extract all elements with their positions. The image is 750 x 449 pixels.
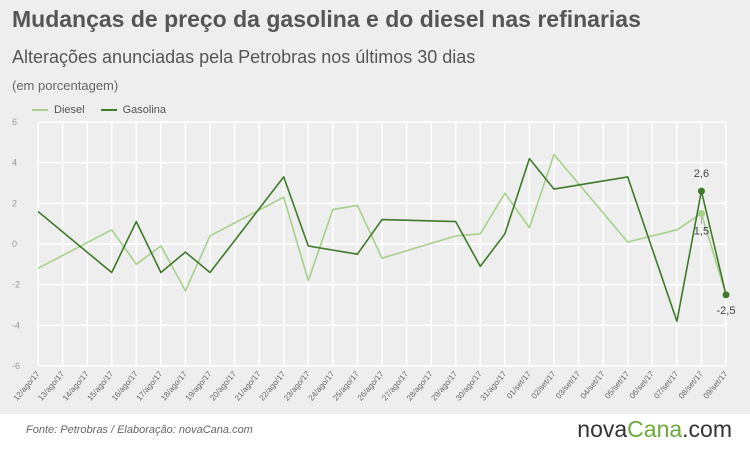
brand-text-main: nova bbox=[577, 416, 628, 442]
x-tick-label: 05/set/17 bbox=[603, 369, 631, 400]
legend-label-gasolina: Gasolina bbox=[122, 104, 166, 116]
x-tick-label: 09/set/17 bbox=[701, 369, 729, 400]
y-tick-label: 6 bbox=[12, 117, 17, 127]
data-label: 2,6 bbox=[694, 168, 709, 180]
brand-text-suffix: .com bbox=[682, 416, 732, 442]
x-tick-label: 02/set/17 bbox=[529, 369, 557, 400]
y-tick-label: 2 bbox=[12, 198, 17, 208]
y-tick-label: 4 bbox=[12, 158, 17, 168]
y-tick-label: -2 bbox=[12, 280, 20, 290]
x-tick-label: 04/set/17 bbox=[579, 369, 607, 400]
legend-swatch-diesel bbox=[32, 109, 48, 111]
legend-item-gasolina: Gasolina bbox=[100, 104, 166, 116]
x-tick-label: 08/set/17 bbox=[677, 369, 705, 400]
x-tick-label: 07/set/17 bbox=[652, 369, 680, 400]
y-tick-label: 0 bbox=[12, 239, 17, 249]
x-tick-label: 31/ago/17 bbox=[479, 369, 509, 402]
data-point-marker bbox=[722, 291, 730, 299]
line-chart: -6-4-2024612/ago/1713/ago/1714/ago/1715/… bbox=[12, 117, 736, 403]
unit-label: (em porcentagem) bbox=[12, 78, 119, 93]
footer-bar bbox=[0, 414, 750, 449]
chart-title: Mudanças de preço da gasolina e do diese… bbox=[12, 6, 641, 32]
series-line-gasolina bbox=[37, 157, 727, 323]
data-point-marker bbox=[697, 187, 705, 195]
legend-label-diesel: Diesel bbox=[54, 104, 85, 116]
chart-subtitle: Alterações anunciadas pela Petrobras nos… bbox=[12, 47, 476, 67]
data-label: -2,5 bbox=[717, 305, 736, 317]
legend-item-diesel: Diesel bbox=[32, 104, 85, 116]
x-tick-label: 01/set/17 bbox=[505, 369, 533, 400]
legend-swatch-gasolina bbox=[100, 109, 117, 111]
data-label: 1,5 bbox=[694, 226, 709, 238]
x-tick-label: 03/set/17 bbox=[554, 369, 582, 400]
y-tick-label: -4 bbox=[12, 320, 20, 330]
data-point-marker bbox=[697, 210, 705, 217]
x-tick-label: 06/set/17 bbox=[628, 369, 656, 400]
brand-logo: novaCana.com bbox=[577, 416, 732, 443]
series-line-diesel bbox=[37, 153, 727, 296]
y-tick-label: -6 bbox=[12, 361, 20, 371]
chart-legend: Diesel Gasolina bbox=[32, 104, 166, 116]
source-note: Fonte: Petrobras / Elaboração: novaCana.… bbox=[26, 424, 253, 436]
brand-text-accent: Cana bbox=[627, 416, 683, 442]
